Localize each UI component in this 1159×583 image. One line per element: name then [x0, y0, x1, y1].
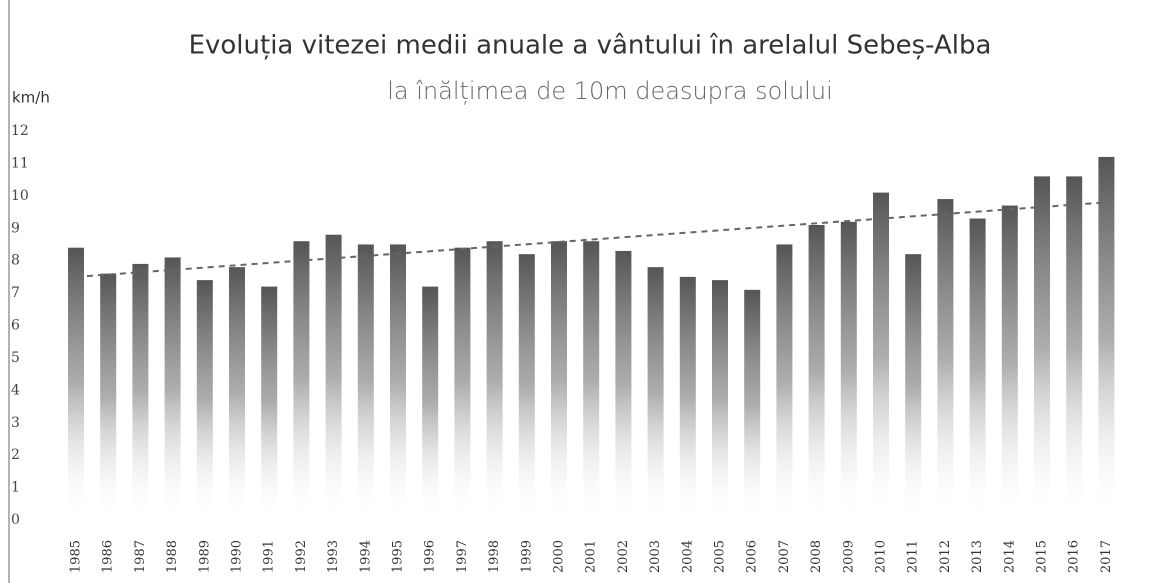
x-tick-label: 2011: [906, 540, 921, 573]
bar: [905, 254, 922, 520]
x-tick-label: 1996: [423, 540, 438, 573]
y-tick-label: 2: [11, 447, 20, 463]
x-tick-label: 2007: [777, 540, 792, 573]
y-tick-label: 0: [11, 512, 20, 528]
bar: [937, 199, 954, 520]
x-tick-label: 2009: [841, 540, 856, 573]
bar: [712, 280, 728, 520]
x-tick-label: 1997: [455, 540, 470, 573]
x-tick-label: 1992: [294, 540, 309, 573]
x-tick-label: 2006: [745, 540, 760, 573]
bar: [390, 244, 406, 521]
bar: [68, 247, 84, 520]
x-tick-label: 2008: [809, 540, 824, 573]
bar: [422, 286, 439, 520]
bar: [518, 254, 535, 520]
bar: [808, 225, 825, 520]
x-tick-label: 1994: [358, 540, 373, 573]
chart-title: Evoluția vitezei medii anuale a vântului…: [189, 31, 992, 61]
y-tick-label: 10: [11, 188, 29, 204]
bar: [325, 234, 342, 520]
bar: [840, 221, 857, 520]
y-axis-label: km/h: [12, 89, 50, 107]
x-tick-label: 2001: [584, 540, 599, 573]
x-tick-label: 2002: [616, 540, 631, 573]
y-tick-label: 5: [11, 350, 20, 366]
bar: [486, 241, 503, 520]
bar: [1034, 176, 1050, 520]
bar: [583, 241, 600, 520]
bar: [357, 244, 374, 521]
bar: [196, 280, 213, 520]
x-tick-label: 2015: [1035, 540, 1050, 573]
x-tick-label: 1998: [487, 540, 502, 573]
chart-subtitle: la înălțimea de 10m deasupra solului: [387, 77, 832, 105]
bar: [1001, 205, 1018, 520]
x-tick-label: 1993: [326, 540, 341, 573]
bar: [229, 267, 245, 520]
x-tick-label: 2004: [680, 540, 695, 573]
bar: [164, 257, 181, 520]
bar: [873, 192, 889, 520]
y-tick-label: 8: [11, 253, 20, 269]
bar: [615, 250, 632, 521]
x-tick-label: 1990: [230, 540, 245, 573]
bar: [744, 289, 761, 520]
trend-line: [75, 201, 1107, 278]
y-tick-label: 1: [11, 480, 20, 496]
y-tick-label: 12: [11, 123, 29, 139]
y-tick-label: 4: [11, 382, 20, 398]
bar: [454, 247, 471, 520]
bar: [679, 276, 696, 520]
bar: [969, 218, 986, 520]
x-tick-label: 2010: [874, 540, 889, 573]
x-tick-label: 2017: [1099, 540, 1114, 573]
x-tick-label: 1986: [101, 540, 116, 573]
bar: [776, 244, 793, 521]
bar: [551, 241, 567, 520]
bar: [1066, 176, 1083, 520]
x-tick-label: 2000: [552, 540, 567, 573]
bar: [293, 241, 310, 520]
y-tick-label: 3: [11, 415, 20, 431]
x-tick-label: 1995: [391, 540, 406, 573]
bar: [261, 286, 278, 520]
x-tick-label: 2012: [938, 540, 953, 573]
x-tick-label: 2013: [970, 540, 985, 573]
x-tick-label: 1989: [197, 540, 212, 573]
x-tick-label: 1988: [165, 540, 180, 573]
y-tick-label: 6: [11, 318, 20, 334]
bar: [100, 273, 117, 520]
x-tick-label: 1985: [69, 540, 84, 573]
x-tick-label: 1987: [133, 540, 148, 573]
x-tick-label: 2003: [648, 540, 663, 573]
x-tick-label: 2005: [713, 540, 728, 573]
y-tick-label: 11: [11, 155, 29, 171]
x-tick-label: 1999: [519, 540, 534, 573]
x-tick-label: 2014: [1002, 540, 1017, 573]
bar: [647, 267, 664, 520]
bar: [132, 263, 149, 520]
y-tick-label: 9: [11, 220, 20, 236]
x-tick-label: 1991: [262, 540, 277, 573]
bar: [1098, 156, 1115, 520]
x-tick-label: 2016: [1067, 540, 1082, 573]
y-tick-label: 7: [11, 285, 20, 301]
